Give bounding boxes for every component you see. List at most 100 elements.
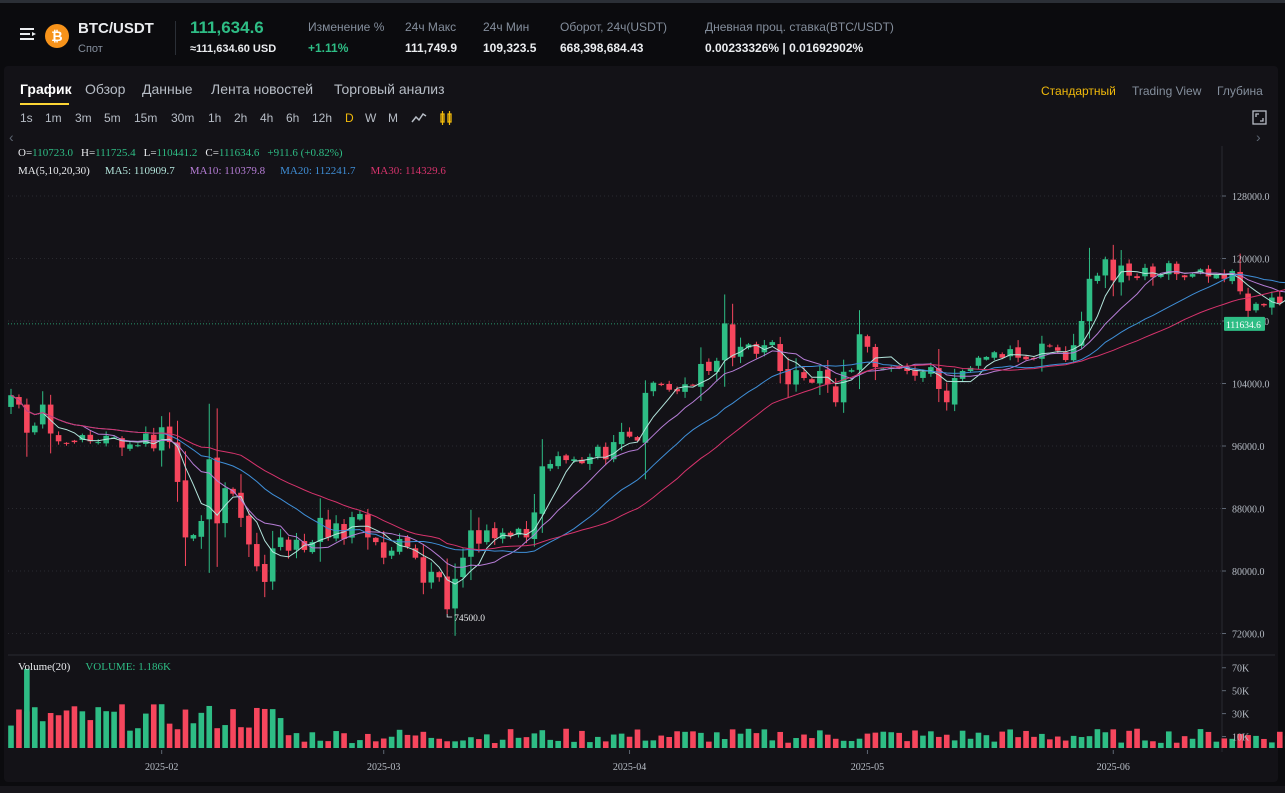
volume-bar xyxy=(365,733,371,748)
view-depth[interactable]: Глубина xyxy=(1217,84,1263,98)
volume-bar xyxy=(856,738,863,748)
volume-bar xyxy=(190,723,197,748)
interval-1h[interactable]: 1h xyxy=(208,111,222,125)
candle-body xyxy=(975,357,982,366)
candle-body xyxy=(626,431,633,437)
legend-ma10-value: 110379.8 xyxy=(224,165,265,177)
volume-bar xyxy=(1054,736,1061,748)
tab-overview[interactable]: Обзор xyxy=(85,81,126,97)
pair-name[interactable]: BTC/USDT xyxy=(78,20,154,37)
volume-bar xyxy=(1221,738,1228,748)
candle-body xyxy=(135,445,141,447)
volume-bar xyxy=(341,733,347,748)
volume-bar xyxy=(579,730,585,748)
menu-icon[interactable] xyxy=(20,27,36,41)
volume-bar xyxy=(785,742,791,748)
volume-bar xyxy=(230,709,236,748)
view-tradingview[interactable]: Trading View xyxy=(1132,84,1202,98)
interval-m[interactable]: M xyxy=(388,111,398,125)
ma10-line xyxy=(10,271,1285,568)
scroll-left-arrow[interactable]: ‹ xyxy=(9,129,14,145)
volume-bar xyxy=(817,730,823,748)
legend-low: 110441.2 xyxy=(157,147,198,159)
volume-bar xyxy=(666,736,672,748)
line-chart-icon[interactable] xyxy=(411,111,427,125)
volume-bar xyxy=(610,734,617,748)
volume-bar xyxy=(333,731,339,748)
candle-body xyxy=(531,512,538,540)
volume-bar xyxy=(476,739,482,748)
stat-label-high: 24ч Макс xyxy=(405,20,457,34)
candlestick-icon[interactable] xyxy=(438,110,454,126)
candle-body xyxy=(951,378,958,405)
legend-ma: MA(5,10,20,30) MA5: 110909.7 MA10: 110379.… xyxy=(18,165,446,177)
interval-1s[interactable]: 1s xyxy=(20,111,33,125)
volume-bar xyxy=(1062,740,1069,748)
volume-bar xyxy=(555,740,561,748)
candle-body xyxy=(634,437,641,441)
volume-bar xyxy=(277,718,284,748)
interval-3m[interactable]: 3m xyxy=(75,111,92,125)
tab-data[interactable]: Данные xyxy=(142,81,193,97)
volume-bar xyxy=(967,738,974,748)
candle-body xyxy=(618,431,625,445)
volume-bar xyxy=(1015,737,1021,748)
last-price: 111,634.6 xyxy=(190,18,264,37)
interval-d[interactable]: D xyxy=(345,111,354,125)
volume-bar xyxy=(547,739,554,748)
candle-body xyxy=(872,346,879,368)
candle-body xyxy=(285,539,292,551)
fullscreen-icon[interactable] xyxy=(1252,110,1267,125)
interval-w[interactable]: W xyxy=(365,111,377,125)
stat-value-interest-rate: 0.00233326% | 0.01692902% xyxy=(705,41,864,55)
tab-news[interactable]: Лента новостей xyxy=(211,81,314,97)
volume-bar xyxy=(991,741,998,748)
candle-body xyxy=(666,383,672,390)
interval-15m[interactable]: 15m xyxy=(134,111,158,125)
volume-bar xyxy=(174,729,181,748)
tab-chart[interactable]: График xyxy=(20,81,72,97)
volume-bar xyxy=(444,741,450,748)
candle-body xyxy=(1213,274,1220,279)
interval-1m[interactable]: 1m xyxy=(45,111,62,125)
volume-bar xyxy=(452,741,458,748)
interval-5m[interactable]: 5m xyxy=(104,111,121,125)
interval-2h[interactable]: 2h xyxy=(234,111,248,125)
volume-bar xyxy=(753,733,760,748)
candle-body xyxy=(555,456,561,467)
interval-6h[interactable]: 6h xyxy=(286,111,300,125)
volume-bar xyxy=(269,709,276,748)
candle-body xyxy=(412,548,419,558)
ma5-line xyxy=(10,270,1285,585)
candle-body xyxy=(1134,276,1140,279)
view-standard[interactable]: Стандартный xyxy=(1041,84,1116,98)
candle-body xyxy=(1205,268,1212,277)
volume-bar xyxy=(658,735,665,748)
candle-body xyxy=(713,360,720,372)
candle-body xyxy=(143,433,149,445)
volume-bar xyxy=(293,733,300,748)
candle-body xyxy=(761,345,768,353)
volume-bar xyxy=(872,732,879,748)
interval-4h[interactable]: 4h xyxy=(260,111,274,125)
volume-bar xyxy=(1078,737,1085,748)
scroll-right-arrow[interactable]: › xyxy=(1256,129,1261,145)
volume-bar xyxy=(507,729,514,748)
stat-value-high: 111,749.9 xyxy=(405,41,458,55)
price-tick-label: 80000.0 xyxy=(1232,567,1265,578)
candle-body xyxy=(745,344,752,348)
candle-body xyxy=(261,564,268,582)
candle-body xyxy=(1221,273,1228,279)
volume-bar xyxy=(198,712,205,748)
candle-body xyxy=(1086,278,1093,322)
tab-trading-analysis[interactable]: Торговый анализ xyxy=(334,81,445,97)
interval-30m[interactable]: 30m xyxy=(171,111,195,125)
volume-bar xyxy=(222,725,228,748)
volume-bar xyxy=(809,738,815,748)
volume-bar xyxy=(460,740,466,748)
volume-bar xyxy=(357,740,363,748)
candle-body xyxy=(571,459,577,461)
stat-value-low: 109,323.5 xyxy=(483,41,537,55)
interval-12h[interactable]: 12h xyxy=(312,111,333,125)
